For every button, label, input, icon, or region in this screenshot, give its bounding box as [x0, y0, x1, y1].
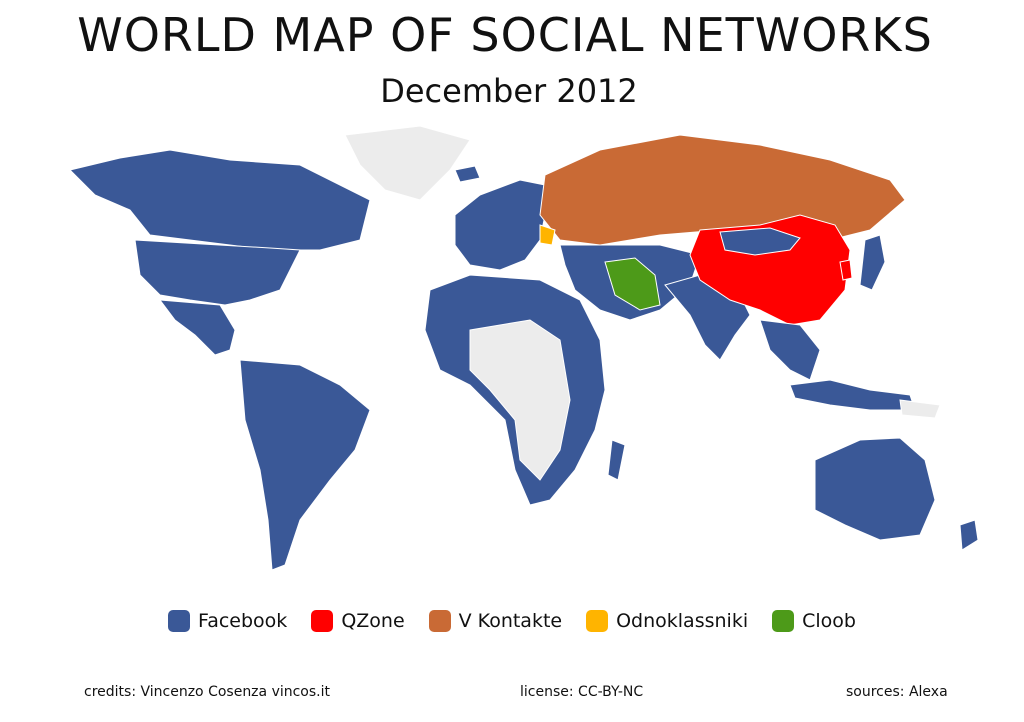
map-title: WORLD MAP OF SOCIAL NETWORKS [77, 8, 933, 62]
region-australia [814, 437, 936, 541]
map-subtitle: December 2012 [380, 72, 638, 110]
region-odnoklassniki [539, 224, 556, 246]
legend-label-facebook: Facebook [198, 610, 288, 632]
region-new-zealand [959, 519, 979, 551]
region-japan [859, 234, 886, 291]
legend-label-qzone: QZone [341, 610, 405, 632]
legend-item-odnoklassniki: Odnoklassniki [586, 610, 748, 632]
legend-swatch-odnoklassniki [586, 610, 609, 632]
region-madagascar [607, 439, 626, 481]
legend-label-odnoklassniki: Odnoklassniki [616, 610, 749, 632]
region-africa-unassigned [469, 319, 571, 481]
region-new-guinea [899, 399, 941, 419]
sources-text: sources: Alexa [846, 684, 948, 700]
region-south-america [239, 359, 371, 571]
region-mongolia [719, 227, 801, 256]
credits-text: credits: Vincenzo Cosenza vincos.it [84, 684, 330, 700]
region-russia [539, 134, 906, 246]
legend-swatch-qzone [311, 610, 334, 632]
legend-swatch-facebook [168, 610, 191, 632]
region-greenland [344, 125, 471, 201]
legend-swatch-vkontakte [428, 610, 451, 632]
region-usa [134, 239, 301, 306]
legend-item-facebook: Facebook [168, 610, 287, 632]
region-indonesia [789, 379, 916, 411]
legend: Facebook QZone V Kontakte Odnoklassniki … [0, 604, 1024, 638]
region-north-america-north [69, 149, 371, 251]
region-iceland [454, 165, 481, 183]
region-central-america [158, 299, 236, 356]
region-korea [839, 259, 853, 281]
legend-label-vkontakte: V Kontakte [458, 610, 563, 632]
region-iran [604, 257, 661, 311]
license-text: license: CC-BY-NC [520, 684, 644, 700]
world-map [69, 125, 979, 571]
legend-label-cloob: Cloob [802, 610, 856, 632]
legend-item-qzone: QZone [311, 610, 405, 632]
legend-item-vkontakte: V Kontakte [428, 610, 563, 632]
region-southeast-asia [759, 319, 821, 381]
legend-swatch-cloob [772, 610, 795, 632]
legend-item-cloob: Cloob [772, 610, 856, 632]
region-europe [454, 179, 546, 271]
